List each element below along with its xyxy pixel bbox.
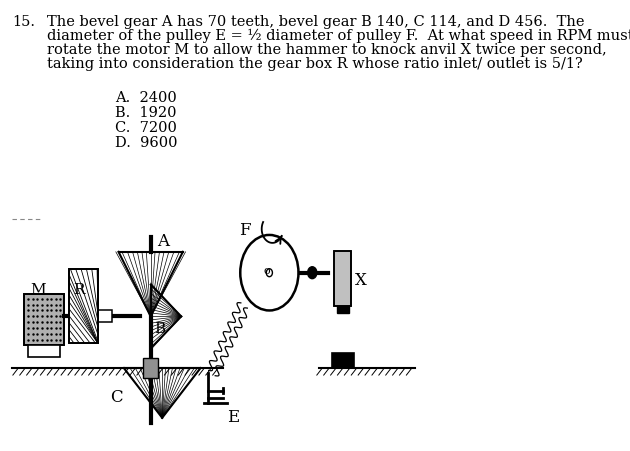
Text: E: E (227, 408, 239, 425)
Bar (143, 359, 158, 378)
Text: F: F (239, 221, 250, 239)
Text: C.  7200: C. 7200 (115, 120, 176, 134)
Text: X: X (355, 271, 367, 288)
Text: diameter of the pulley E = ½ diameter of pulley F.  At what speed in RPM must: diameter of the pulley E = ½ diameter of… (47, 29, 630, 43)
Bar (28, 345, 60, 357)
Text: C: C (110, 388, 123, 405)
Bar (335, 251, 352, 306)
Text: The bevel gear A has 70 teeth, bevel gear B 140, C 114, and D 456.  The: The bevel gear A has 70 teeth, bevel gea… (47, 15, 585, 29)
Text: R: R (73, 282, 85, 296)
Circle shape (266, 269, 272, 277)
Text: o: o (264, 265, 270, 275)
Bar (335, 251, 352, 306)
Text: B: B (154, 322, 166, 336)
Text: A.  2400: A. 2400 (115, 91, 176, 105)
Text: D.  9600: D. 9600 (115, 135, 177, 149)
Text: B.  1920: B. 1920 (115, 106, 176, 120)
Text: 15.: 15. (12, 15, 35, 29)
Text: rotate the motor M to allow the hammer to knock anvil X twice per second,: rotate the motor M to allow the hammer t… (47, 43, 607, 57)
Text: A: A (157, 232, 169, 249)
Bar (25, 294, 64, 345)
Bar (98, 311, 112, 322)
Bar (337, 306, 349, 314)
Circle shape (240, 235, 299, 311)
Bar (332, 354, 353, 368)
Text: taking into consideration the gear box R whose ratio inlet/ outlet is 5/1?: taking into consideration the gear box R… (47, 57, 583, 71)
Bar (25, 294, 64, 345)
Circle shape (307, 267, 317, 279)
Bar (69, 269, 98, 344)
Bar (69, 269, 98, 344)
Text: M: M (30, 282, 46, 296)
